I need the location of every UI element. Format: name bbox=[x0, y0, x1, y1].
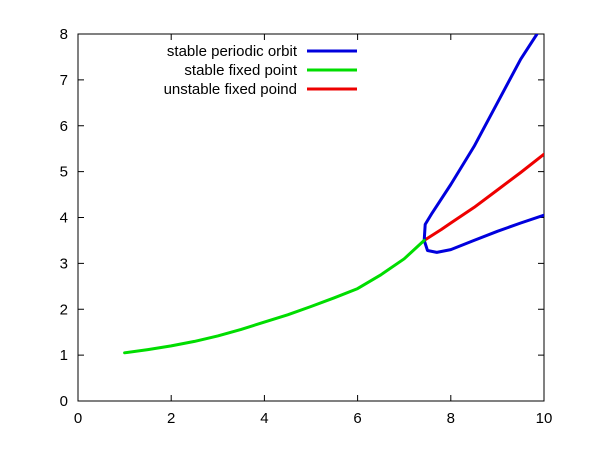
y-tick-label: 2 bbox=[60, 301, 68, 318]
x-tick-label: 0 bbox=[74, 410, 82, 427]
x-tick-label: 8 bbox=[447, 410, 455, 427]
y-tick-label: 1 bbox=[60, 347, 68, 364]
legend: stable periodic orbit stable fixed point u… bbox=[164, 43, 357, 98]
series-line-stable-fixed-point-0 bbox=[123, 238, 426, 355]
y-tick-label: 3 bbox=[60, 255, 68, 272]
series-line-stable-periodic-orbit-0 bbox=[422, 34, 539, 242]
y-tick-label: 8 bbox=[60, 26, 68, 43]
legend-label: stable periodic orbit bbox=[167, 43, 298, 60]
legend-label: stable fixed point bbox=[184, 62, 297, 79]
y-tick-label: 6 bbox=[60, 118, 68, 135]
x-tick-label: 2 bbox=[167, 410, 175, 427]
x-tick-label: 4 bbox=[260, 410, 268, 427]
series-line-unstable-fixed-poind-0 bbox=[422, 152, 544, 242]
x-tick-label: 10 bbox=[536, 410, 553, 427]
series-line-stable-periodic-orbit-1 bbox=[422, 213, 544, 254]
legend-label: unstable fixed poind bbox=[164, 81, 297, 98]
axis-ticks: 0 2 4 6 8 10 0 1 2 3 4 5 6 7 8 bbox=[60, 26, 553, 427]
y-tick-label: 7 bbox=[60, 72, 68, 89]
y-tick-label: 0 bbox=[60, 393, 68, 410]
y-tick-label: 4 bbox=[60, 210, 68, 227]
series-group bbox=[123, 34, 544, 355]
y-tick-label: 5 bbox=[60, 164, 68, 181]
x-tick-label: 6 bbox=[353, 410, 361, 427]
